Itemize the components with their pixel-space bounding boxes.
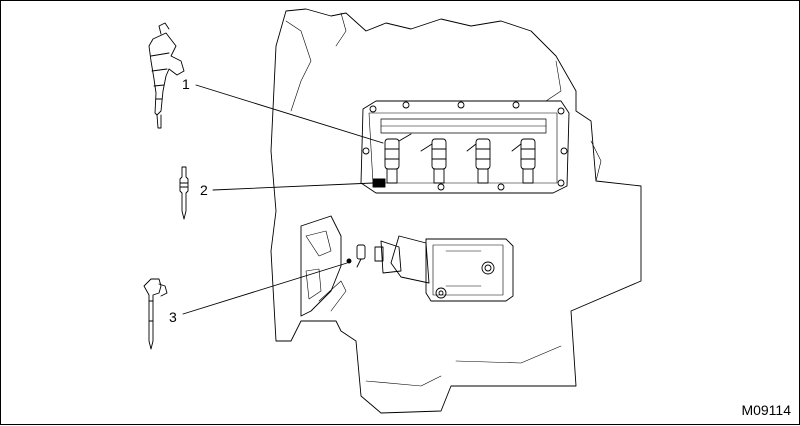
callout-leader-lines — [182, 84, 384, 315]
injector-in-head-2 — [420, 138, 447, 184]
glow-plug-with-lead-part — [143, 278, 168, 350]
leader-line-3 — [182, 262, 348, 315]
glow-plug-in-block — [346, 244, 366, 268]
leader-line-2 — [212, 182, 374, 191]
figure-id-label: M09114 — [741, 402, 791, 418]
side-bracket — [300, 215, 347, 317]
callout-2: 2 — [200, 182, 208, 198]
glow-plug-part — [179, 166, 189, 220]
leader-line-1 — [195, 84, 384, 144]
engine-block-outline — [270, 8, 642, 414]
fuel-injector-part — [148, 22, 185, 129]
oil-cooler-module — [374, 235, 514, 302]
callout-3: 3 — [169, 309, 177, 325]
injector-in-head-4 — [511, 138, 536, 184]
cylinder-head — [360, 100, 570, 194]
injector-in-head-3 — [466, 138, 491, 184]
injector-in-head-1 — [384, 133, 412, 184]
callout-1: 1 — [182, 76, 190, 92]
glow-plug-in-head — [372, 178, 386, 188]
